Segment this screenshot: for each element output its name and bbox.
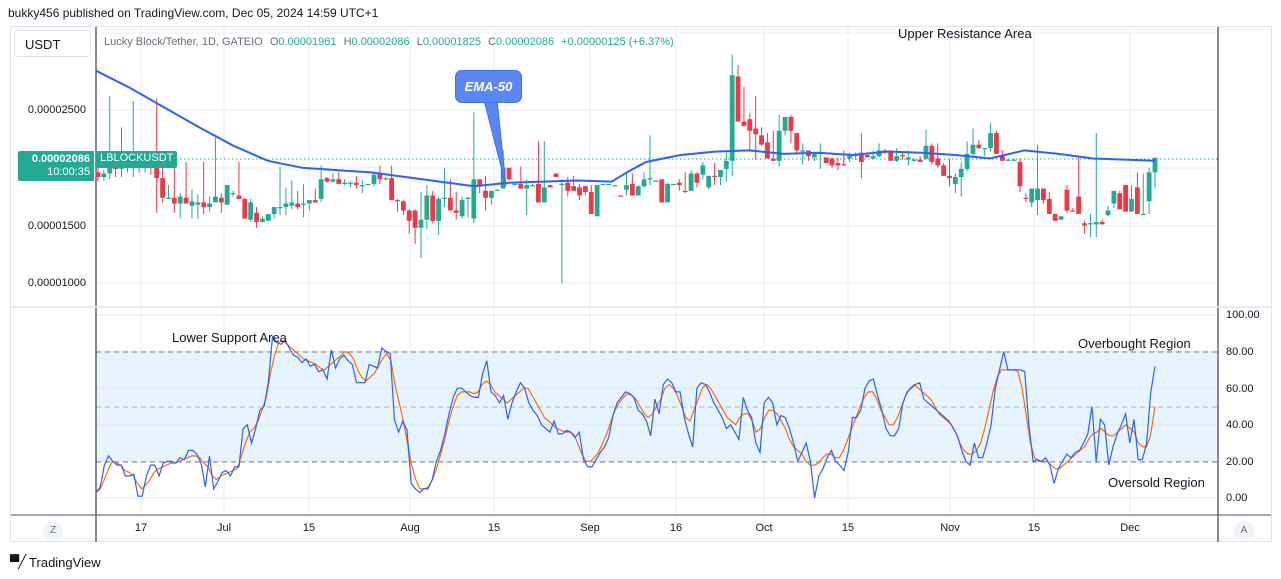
open-value: 0.00001961 [278,36,337,48]
osc-tick-80: 80.00 [1226,346,1254,358]
low-label: L [416,36,423,48]
candlestick-series [95,54,1158,284]
price-tick-25: 0.00002500 [27,104,86,116]
time-tick: Aug [400,522,420,534]
auto-scale-button[interactable]: A [1234,521,1254,541]
overbought-label: Overbought Region [1078,336,1191,351]
time-tick: 15 [841,522,855,534]
time-tick: Sep [580,522,600,534]
last-price: 0.00002086 [31,153,90,165]
time-tick: 15 [1027,522,1041,534]
time-tick: Oct [755,522,773,534]
tradingview-logo-icon: ▀╱ [10,554,26,569]
currency-button[interactable]: USDT [14,30,91,57]
upper-resistance-label: Upper Resistance Area [898,26,1032,41]
time-tick: 16 [669,522,683,534]
high-label: H [343,36,352,48]
time-tick: Jul [216,522,232,534]
osc-tick-0: 0.00 [1226,492,1248,504]
stoch-k-line [95,335,1156,499]
ema50-line [95,69,1156,188]
osc-tick-40: 40.00 [1226,419,1254,431]
symbol-tag: LBLOCKUSDT [96,151,178,168]
time-tick: 15 [302,522,316,534]
osc-tick-60: 60.00 [1226,383,1254,395]
time-tick: Dec [1120,522,1140,534]
low-value: 0.00001825 [422,36,481,48]
bar-countdown: 10:00:35 [47,166,90,178]
ema-callout-pointer [483,99,507,187]
open-label: O [269,36,279,48]
tradingview-brand: TradingView [29,554,101,570]
time-tick: 17 [134,522,148,534]
ohlc-legend: Lucky Block/Tether, 1D, GATEIO O0.000019… [104,36,674,48]
symbol-description: Lucky Block/Tether, 1D, GATEIO [104,36,263,48]
osc-tick-100: 100.00 [1226,309,1260,321]
price-tick-15: 0.00001500 [27,220,86,232]
time-tick: 15 [487,522,501,534]
stoch-d-line [95,339,1156,493]
lower-support-label: Lower Support Area [172,330,287,345]
last-price-tag: 0.00002086 10:00:35 [18,151,94,181]
osc-tick-20: 20.00 [1226,456,1254,468]
time-tick: Nov [940,522,960,534]
change-value: +0.00000125 (+6.37%) [561,36,674,48]
ema-callout: EMA-50 [455,70,522,103]
price-tick-10: 0.00001000 [27,277,86,289]
close-label: C [488,36,496,48]
tradingview-logo[interactable]: ▀╱ TradingView [10,554,101,570]
timezone-button[interactable]: Z [43,521,63,541]
oversold-label: Oversold Region [1108,475,1205,490]
close-value: 0.00002086 [495,36,555,48]
published-line: bukky456 published on TradingView.com, D… [8,6,379,20]
high-value: 0.00002086 [351,36,410,48]
